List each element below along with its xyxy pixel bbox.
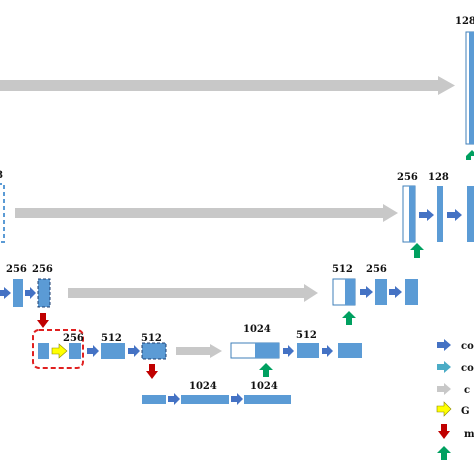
label-level4-512-a: 512	[101, 333, 122, 344]
legend-text-pool: m	[464, 429, 474, 440]
feature-block-level4-f	[338, 343, 362, 358]
label-level4-1024: 1024	[243, 324, 271, 335]
conv-arrow-level3-d	[389, 286, 402, 298]
pool-arrow-level3	[37, 313, 49, 328]
up-arrow-level3	[342, 311, 356, 325]
feature-block-level2-c	[467, 186, 474, 242]
skip-connection-top	[0, 76, 455, 95]
label-level3-256-b: 256	[32, 264, 53, 275]
pool-arrow-level4	[146, 364, 158, 379]
feature-block-level4-b	[69, 343, 81, 359]
attention-gate-highlight	[32, 329, 84, 369]
conv-arrow-level4-c	[283, 345, 294, 357]
label-level2-128: 128	[428, 172, 449, 183]
feature-block-level3-b	[37, 278, 51, 308]
conv-arrow-level3-a	[0, 287, 11, 299]
up-arrow-top-right	[466, 150, 474, 160]
feature-block-level3-a	[13, 279, 23, 307]
legend-item-teal: co	[437, 361, 474, 374]
legend-text-skip: c	[464, 385, 470, 396]
label-level4-512-c: 512	[296, 330, 317, 341]
label-level3-256-a: 256	[6, 264, 27, 275]
feature-block-level4-blue	[255, 343, 279, 358]
skip-connection-level3	[68, 284, 318, 302]
legend-text-teal: co	[461, 363, 474, 374]
conv-arrow-bottom-b	[231, 393, 243, 405]
conv-arrow-level3-b	[25, 287, 36, 299]
legend: co co c G m	[436, 339, 474, 460]
skip-connection-level2	[15, 204, 398, 222]
conv-arrow-level4-b	[128, 345, 140, 357]
conv-arrow-level3-c	[360, 286, 373, 298]
skip-connection-level4	[176, 344, 222, 358]
label-level3-256-c: 256	[366, 264, 387, 275]
label-bottom-1024-b: 1024	[250, 381, 278, 392]
feature-block-level4-d	[141, 342, 167, 360]
legend-item-pool: m	[438, 424, 474, 440]
feature-block-level2-blue	[409, 186, 415, 242]
label-level3-512: 512	[332, 264, 353, 275]
feature-block-level4-c	[101, 343, 125, 359]
label-level2-256: 256	[397, 172, 418, 183]
conv-arrow-level2-b	[447, 209, 462, 221]
conv-arrow-level4-a	[87, 345, 99, 357]
feature-block-level3-c	[375, 279, 387, 305]
feature-block-level2-b	[437, 186, 443, 242]
legend-text-conv: co	[461, 341, 474, 352]
gate-arrow	[51, 343, 68, 359]
up-arrow-level4	[259, 363, 273, 377]
feature-block-level2-left	[0, 183, 5, 243]
feature-block-level4-a	[38, 343, 49, 359]
feature-block-level3-blue	[345, 279, 355, 305]
legend-text-gate: G	[461, 406, 470, 417]
feature-block-level4-e	[297, 343, 319, 358]
feature-block-bottom-a	[142, 395, 166, 404]
label-bottom-1024-a: 1024	[189, 381, 217, 392]
conv-arrow-level2-a	[419, 209, 434, 221]
feature-block-bottom-b	[181, 395, 229, 404]
legend-item-up	[437, 446, 451, 460]
label-top-right: 128	[455, 16, 474, 27]
label-level4-512-b: 512	[141, 333, 162, 344]
feature-block-level3-d	[405, 279, 418, 305]
label-level4-256: 256	[63, 333, 84, 344]
label-level2-left: 8	[0, 170, 3, 181]
legend-item-conv: co	[437, 339, 474, 352]
conv-arrow-level4-d	[322, 345, 333, 357]
feature-block-bottom-c	[244, 395, 291, 404]
conv-arrow-bottom-a	[168, 393, 180, 405]
up-arrow-level2	[410, 243, 424, 258]
feature-block-top-right-inner	[469, 32, 474, 144]
legend-item-gate: G	[436, 401, 470, 417]
legend-item-skip: c	[437, 383, 470, 396]
